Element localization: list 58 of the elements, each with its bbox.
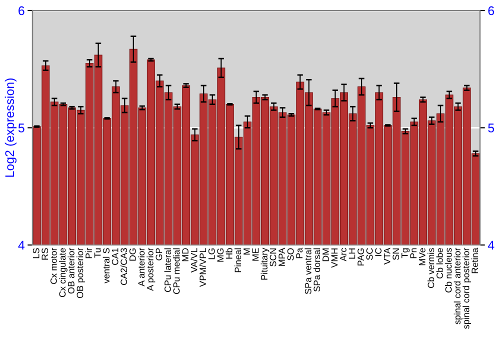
- x-tick-label: Pituitary: [260, 248, 270, 280]
- x-tick-label: IC: [375, 248, 382, 256]
- x-tick-label: CPu lateral: [164, 248, 171, 292]
- x-tick-label: CA1: [112, 248, 118, 265]
- x-tick-label: Pn: [410, 248, 417, 258]
- x-tick-label: VA/VL: [190, 248, 198, 273]
- x-tick-label: PAG: [358, 248, 364, 266]
- x-tick-label: Pa: [296, 248, 303, 258]
- x-tick-label: Pir: [85, 248, 92, 258]
- x-tick-label: VPM/VPL: [199, 248, 206, 287]
- x-tick-label: MG: [217, 248, 224, 262]
- x-tick-label: LH: [348, 248, 356, 259]
- x-tick-label: SCN: [270, 248, 276, 266]
- x-tick-label: Tg: [402, 248, 410, 258]
- x-tick-label: spinal cord posterior: [462, 248, 472, 329]
- x-tick-label: RS: [42, 248, 48, 260]
- x-tick-label: A anterior: [138, 248, 145, 286]
- x-tick-label: A posterior: [146, 248, 156, 291]
- y2-tick-label: 4: [488, 240, 494, 250]
- x-tick-label: Tu: [94, 248, 101, 258]
- y-axis-title: Log2 (expression): [4, 78, 17, 177]
- x-tick-label: CA2/CA3: [120, 248, 128, 285]
- x-tick-label: GP: [156, 248, 162, 260]
- x-tick-label: CPu medial: [173, 248, 180, 294]
- x-tick-label: Cx motor: [50, 248, 57, 284]
- x-tick-label: Cb nucleus: [445, 248, 452, 292]
- x-tick-label: ME: [252, 248, 259, 261]
- x-tick-label: SPa dorsal: [313, 248, 320, 292]
- y2-tick-label: 6: [488, 6, 494, 16]
- x-tick-label: VMH: [331, 248, 338, 268]
- x-tick-label: SO: [287, 248, 294, 260]
- x-tick-label: VTA: [384, 248, 390, 265]
- x-tick-label: MD: [182, 248, 188, 262]
- x-tick-label: LS: [32, 248, 40, 258]
- x-tick-label: Cx cingulate: [59, 248, 68, 297]
- x-tick-label: SN: [392, 248, 400, 260]
- x-tick-label: DM: [322, 248, 329, 262]
- y-tick-label: 5: [18, 124, 24, 132]
- x-tick-label: SPa ventral: [304, 248, 312, 294]
- x-tick-label: spinal cord anterior: [454, 248, 462, 324]
- x-tick-label: LG: [208, 248, 215, 260]
- x-tick-label: DG: [129, 248, 136, 261]
- x-tick-label: SC: [366, 248, 373, 260]
- x-tick-label: Retina: [471, 248, 478, 274]
- x-tick-label: Cb vermis: [428, 248, 434, 288]
- y-tick-label: 4: [18, 240, 24, 250]
- x-tick-label: OB posterior: [76, 248, 85, 298]
- x-tick-label: ventral S: [102, 248, 110, 284]
- x-tick-label: MPA: [278, 248, 285, 266]
- x-tick-label: MVe: [419, 248, 426, 266]
- x-tick-label: OB anterior: [68, 248, 74, 294]
- x-tick-label: Pineal: [234, 248, 242, 272]
- y2-tick-label: 5: [488, 124, 494, 132]
- x-tick-label: Arc: [340, 248, 346, 262]
- x-tick-label: Cb lobe: [436, 248, 443, 278]
- x-tick-label: Hb: [226, 248, 232, 259]
- y-tick-label: 6: [18, 6, 24, 16]
- x-tick-label: M: [244, 248, 250, 255]
